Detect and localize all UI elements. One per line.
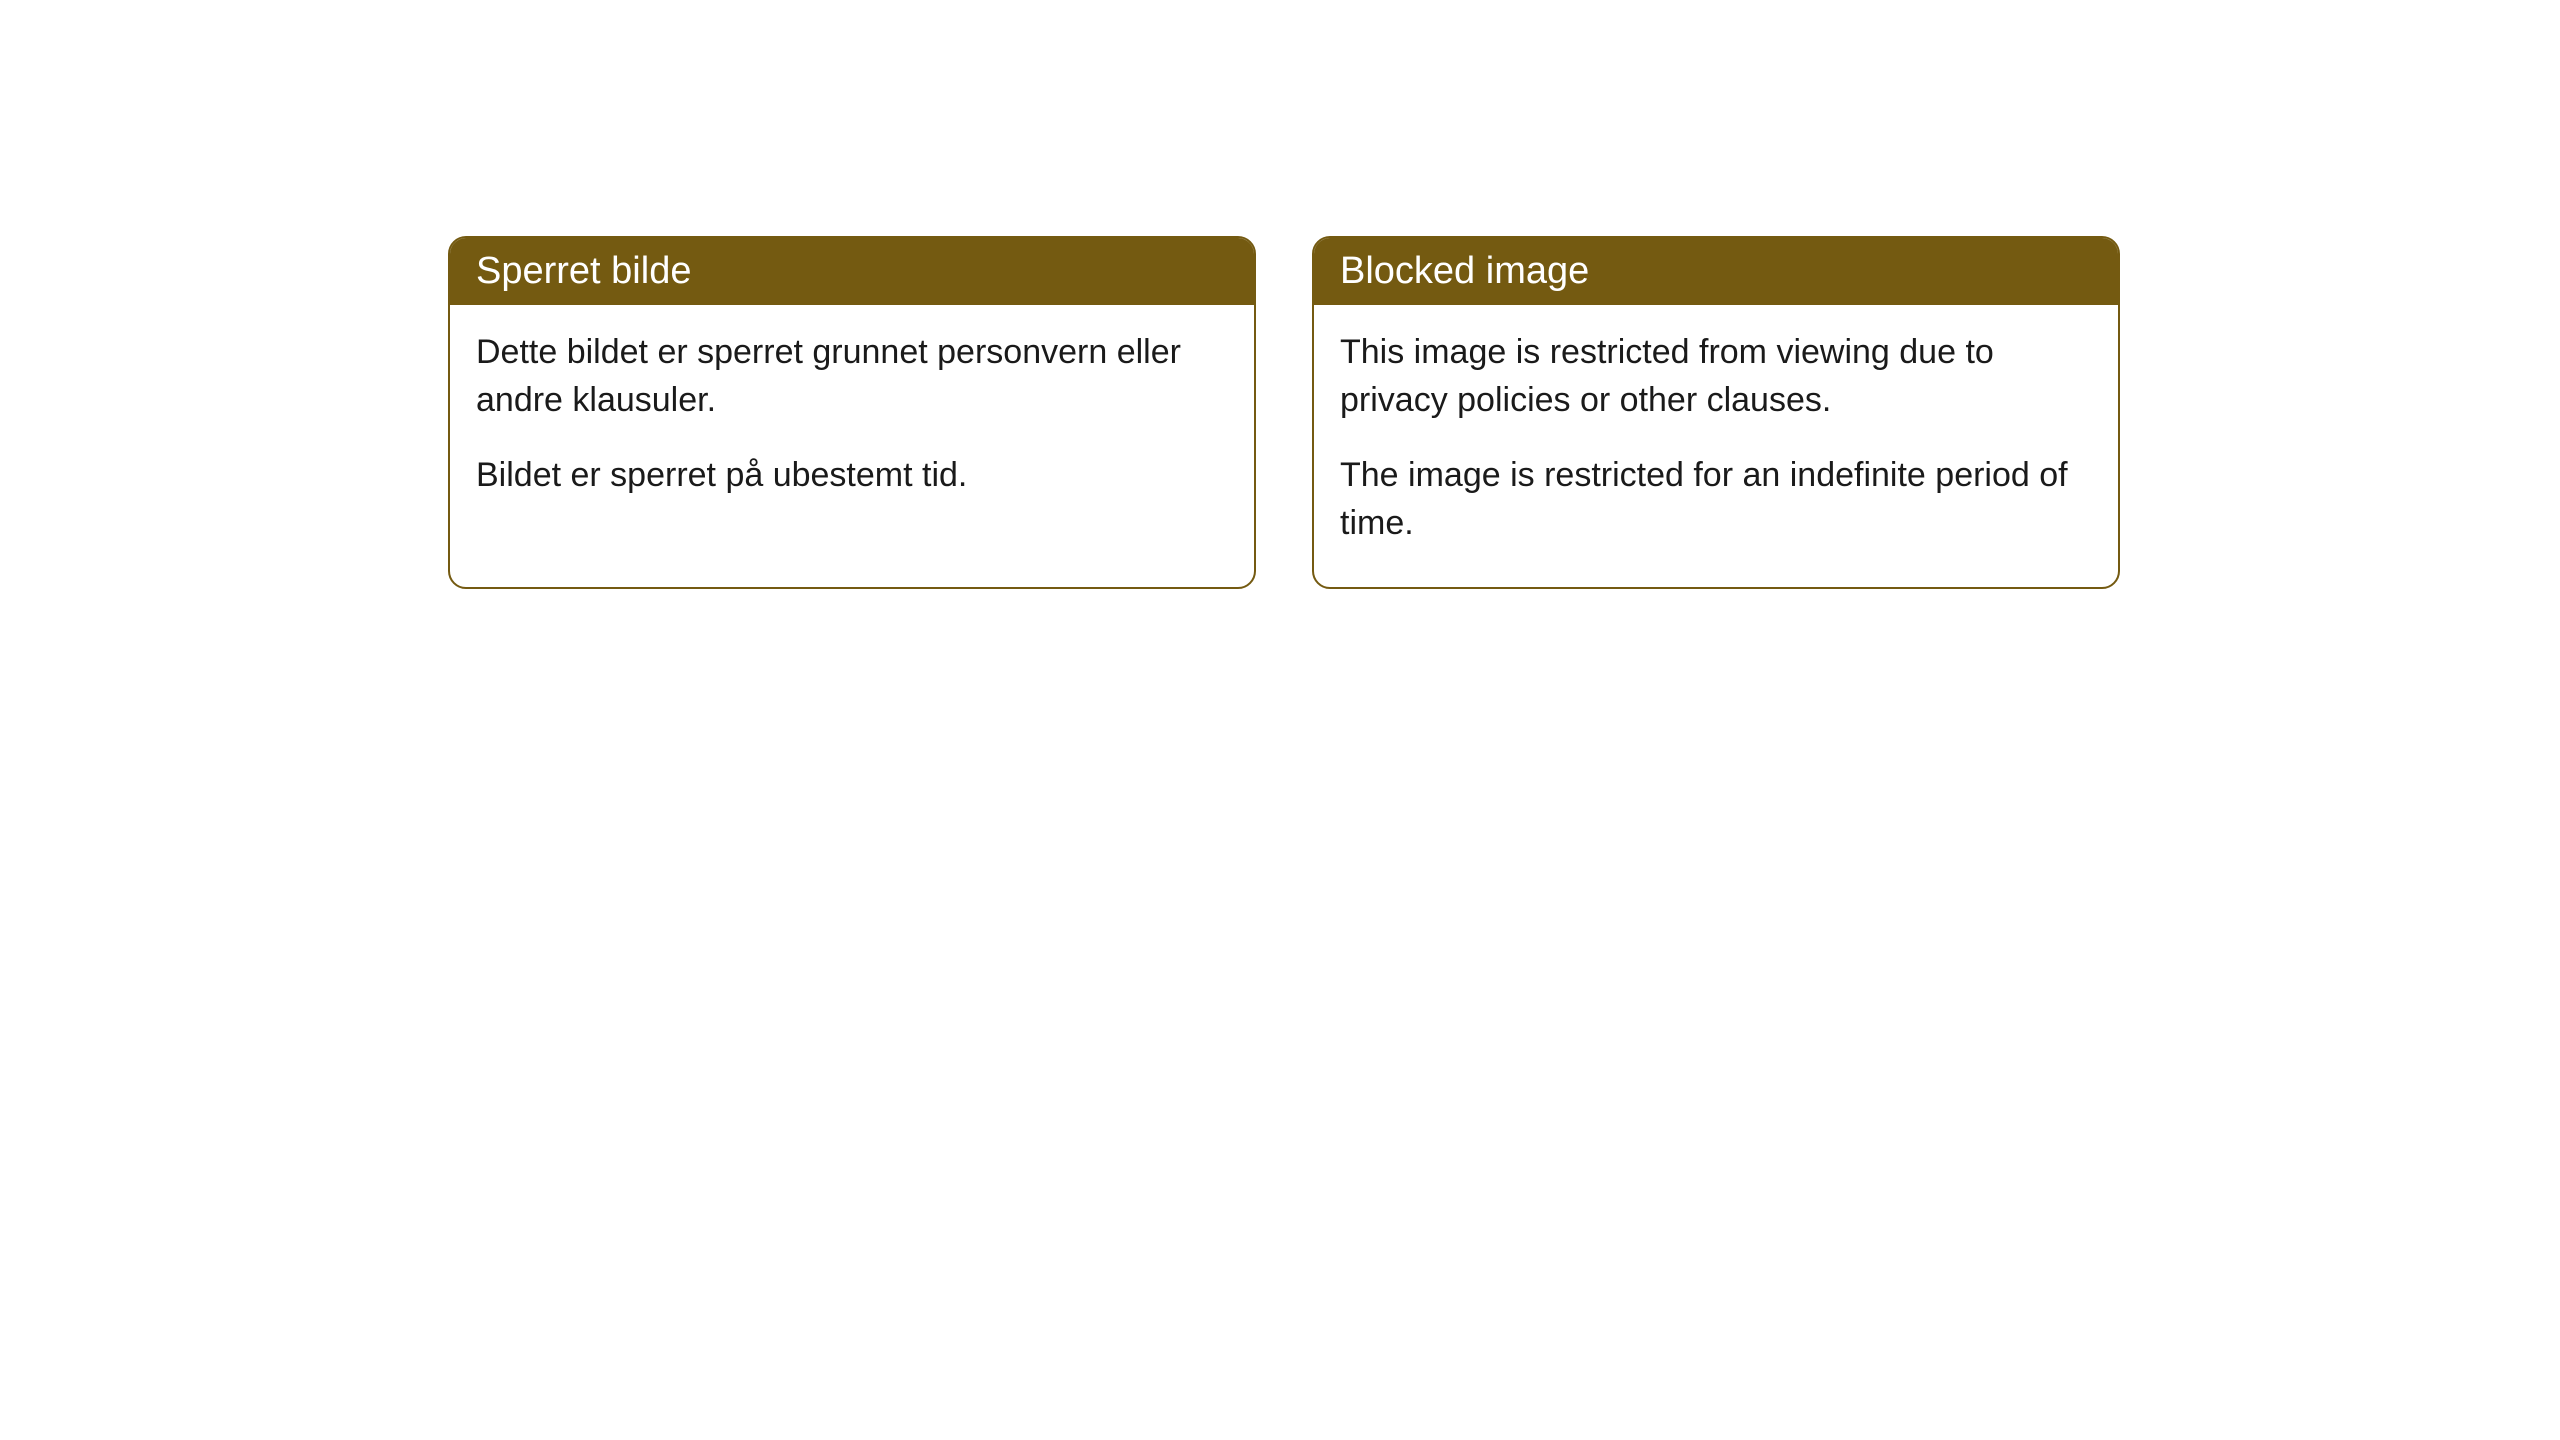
card-paragraph-2: Bildet er sperret på ubestemt tid. [476, 452, 1228, 500]
card-paragraph-1: This image is restricted from viewing du… [1340, 329, 2092, 424]
blocked-image-card-norwegian: Sperret bilde Dette bildet er sperret gr… [448, 236, 1256, 589]
notice-cards-container: Sperret bilde Dette bildet er sperret gr… [448, 236, 2120, 589]
card-paragraph-2: The image is restricted for an indefinit… [1340, 452, 2092, 547]
card-header-english: Blocked image [1314, 238, 2118, 305]
card-body-norwegian: Dette bildet er sperret grunnet personve… [450, 305, 1254, 540]
card-title: Sperret bilde [476, 250, 691, 292]
card-header-norwegian: Sperret bilde [450, 238, 1254, 305]
card-title: Blocked image [1340, 250, 1589, 292]
blocked-image-card-english: Blocked image This image is restricted f… [1312, 236, 2120, 589]
card-paragraph-1: Dette bildet er sperret grunnet personve… [476, 329, 1228, 424]
card-body-english: This image is restricted from viewing du… [1314, 305, 2118, 587]
